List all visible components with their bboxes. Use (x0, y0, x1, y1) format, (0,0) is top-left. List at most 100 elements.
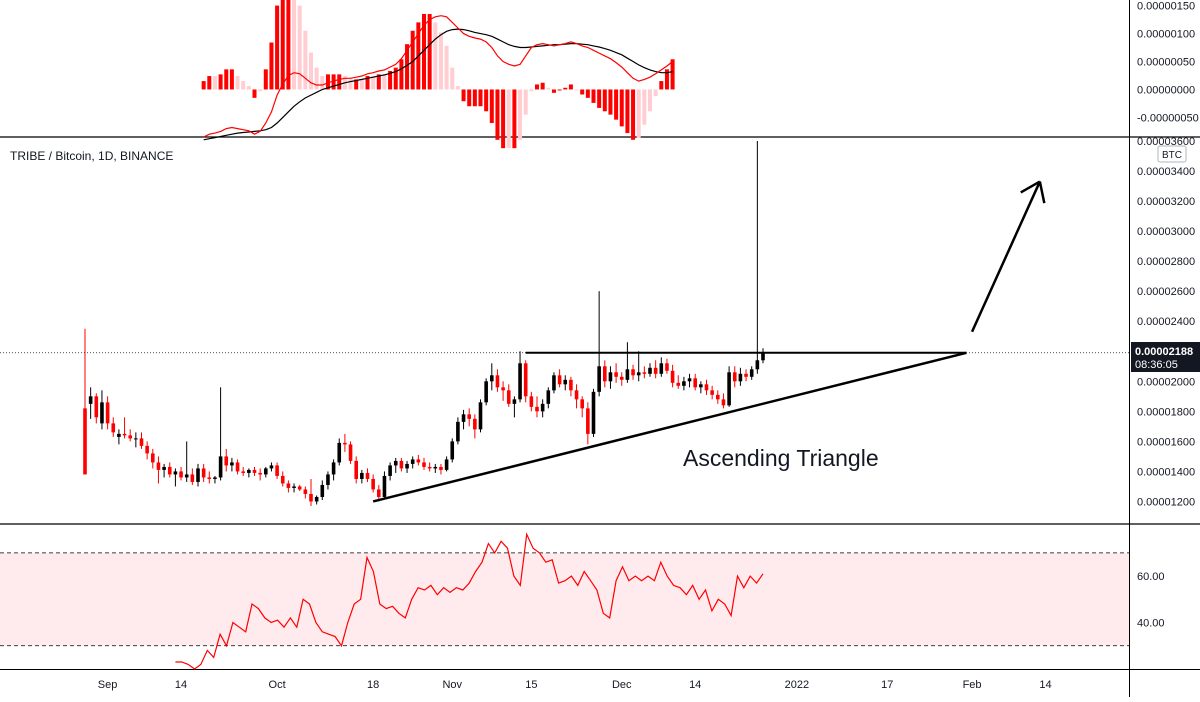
candle-body[interactable] (676, 382, 681, 386)
candle-body[interactable] (405, 463, 409, 469)
candle-body[interactable] (331, 462, 336, 475)
candle-body[interactable] (326, 474, 330, 485)
candle-body[interactable] (179, 471, 183, 478)
candle-body[interactable] (433, 466, 438, 469)
candle-body[interactable] (580, 399, 584, 409)
candle-body[interactable] (597, 366, 601, 392)
candle-body[interactable] (297, 486, 302, 490)
candle-body[interactable] (275, 465, 279, 476)
candle-body[interactable] (162, 466, 166, 470)
candle-body[interactable] (258, 472, 262, 475)
candle-body[interactable] (461, 414, 466, 422)
candle-body[interactable] (529, 396, 534, 407)
candle-body[interactable] (348, 444, 353, 461)
candle-body[interactable] (484, 381, 488, 403)
candle-body[interactable] (314, 496, 319, 502)
candle-body[interactable] (320, 484, 325, 497)
candle-body[interactable] (699, 384, 703, 388)
candle-body[interactable] (309, 493, 313, 502)
candle-body[interactable] (235, 462, 240, 472)
candle-body[interactable] (213, 477, 217, 479)
candle-body[interactable] (625, 369, 630, 380)
candle-body[interactable] (512, 399, 517, 404)
candle-body[interactable] (303, 489, 308, 494)
candle-body[interactable] (444, 459, 449, 470)
candle-body[interactable] (292, 486, 296, 488)
candle-body[interactable] (523, 363, 528, 397)
projection-arrow[interactable] (970, 181, 1041, 333)
rsi-line[interactable] (175, 532, 764, 670)
candle-body[interactable] (83, 408, 87, 475)
candle-body[interactable] (416, 459, 421, 463)
candle-body[interactable] (224, 456, 229, 466)
candle-body[interactable] (173, 471, 178, 475)
candle-body[interactable] (761, 352, 765, 361)
candle-body[interactable] (122, 433, 127, 436)
candle-body[interactable] (710, 390, 714, 395)
candle-body[interactable] (252, 469, 257, 473)
candle-body[interactable] (732, 372, 737, 382)
candle-body[interactable] (456, 421, 460, 442)
candle-body[interactable] (439, 466, 443, 470)
candle-body[interactable] (749, 369, 754, 377)
candle-body[interactable] (88, 396, 93, 404)
candle-body[interactable] (286, 483, 291, 488)
candle-body[interactable] (382, 475, 387, 497)
candle-body[interactable] (117, 433, 121, 437)
candle-body[interactable] (399, 460, 404, 469)
candle-body[interactable] (218, 456, 223, 478)
candle-body[interactable] (608, 372, 613, 382)
candle-body[interactable] (704, 384, 709, 391)
candle-body[interactable] (659, 363, 664, 374)
support-trendline[interactable] (372, 351, 967, 503)
candle-body[interactable] (450, 441, 455, 460)
candle-body[interactable] (473, 418, 477, 430)
candle-body[interactable] (207, 477, 212, 479)
candle-body[interactable] (636, 372, 641, 376)
candle-body[interactable] (128, 435, 132, 439)
candle-body[interactable] (343, 442, 347, 445)
candle-body[interactable] (687, 378, 692, 382)
macd-line[interactable] (203, 28, 673, 141)
candle-body[interactable] (490, 375, 494, 382)
signal-line[interactable] (203, 15, 673, 138)
candle-body[interactable] (682, 381, 686, 386)
candle-body[interactable] (467, 414, 471, 419)
candle-body[interactable] (721, 399, 726, 406)
candle-body[interactable] (145, 445, 149, 454)
candle-body[interactable] (264, 468, 268, 475)
candle-body[interactable] (648, 367, 652, 374)
candle-body[interactable] (619, 376, 624, 380)
candle-body[interactable] (377, 489, 381, 497)
candle-body[interactable] (540, 403, 545, 412)
candle-body[interactable] (196, 468, 200, 482)
candle-body[interactable] (518, 363, 522, 400)
candle-body[interactable] (727, 372, 731, 406)
candle-body[interactable] (586, 408, 590, 434)
candle-body[interactable] (354, 460, 358, 479)
candle-body[interactable] (105, 402, 110, 424)
candle-body[interactable] (139, 438, 144, 446)
candle-body[interactable] (427, 466, 432, 469)
candle-body[interactable] (744, 373, 748, 377)
candle-body[interactable] (603, 366, 607, 382)
candle-body[interactable] (100, 402, 104, 424)
candle-body[interactable] (247, 469, 251, 473)
candle-body[interactable] (591, 391, 596, 434)
candle-body[interactable] (716, 394, 720, 400)
candle-body[interactable] (360, 472, 364, 479)
candle-body[interactable] (94, 396, 99, 418)
candle-body[interactable] (670, 370, 675, 383)
candle-body[interactable] (574, 390, 579, 400)
candle-body[interactable] (410, 459, 415, 464)
candle-body[interactable] (557, 375, 562, 385)
candle-body[interactable] (563, 379, 568, 385)
candle-body[interactable] (230, 462, 234, 466)
candle-body[interactable] (111, 423, 116, 433)
candle-body[interactable] (393, 460, 398, 466)
candle-body[interactable] (693, 378, 697, 388)
candle-body[interactable] (653, 367, 658, 374)
candle-body[interactable] (190, 474, 195, 482)
candle-body[interactable] (665, 363, 669, 371)
